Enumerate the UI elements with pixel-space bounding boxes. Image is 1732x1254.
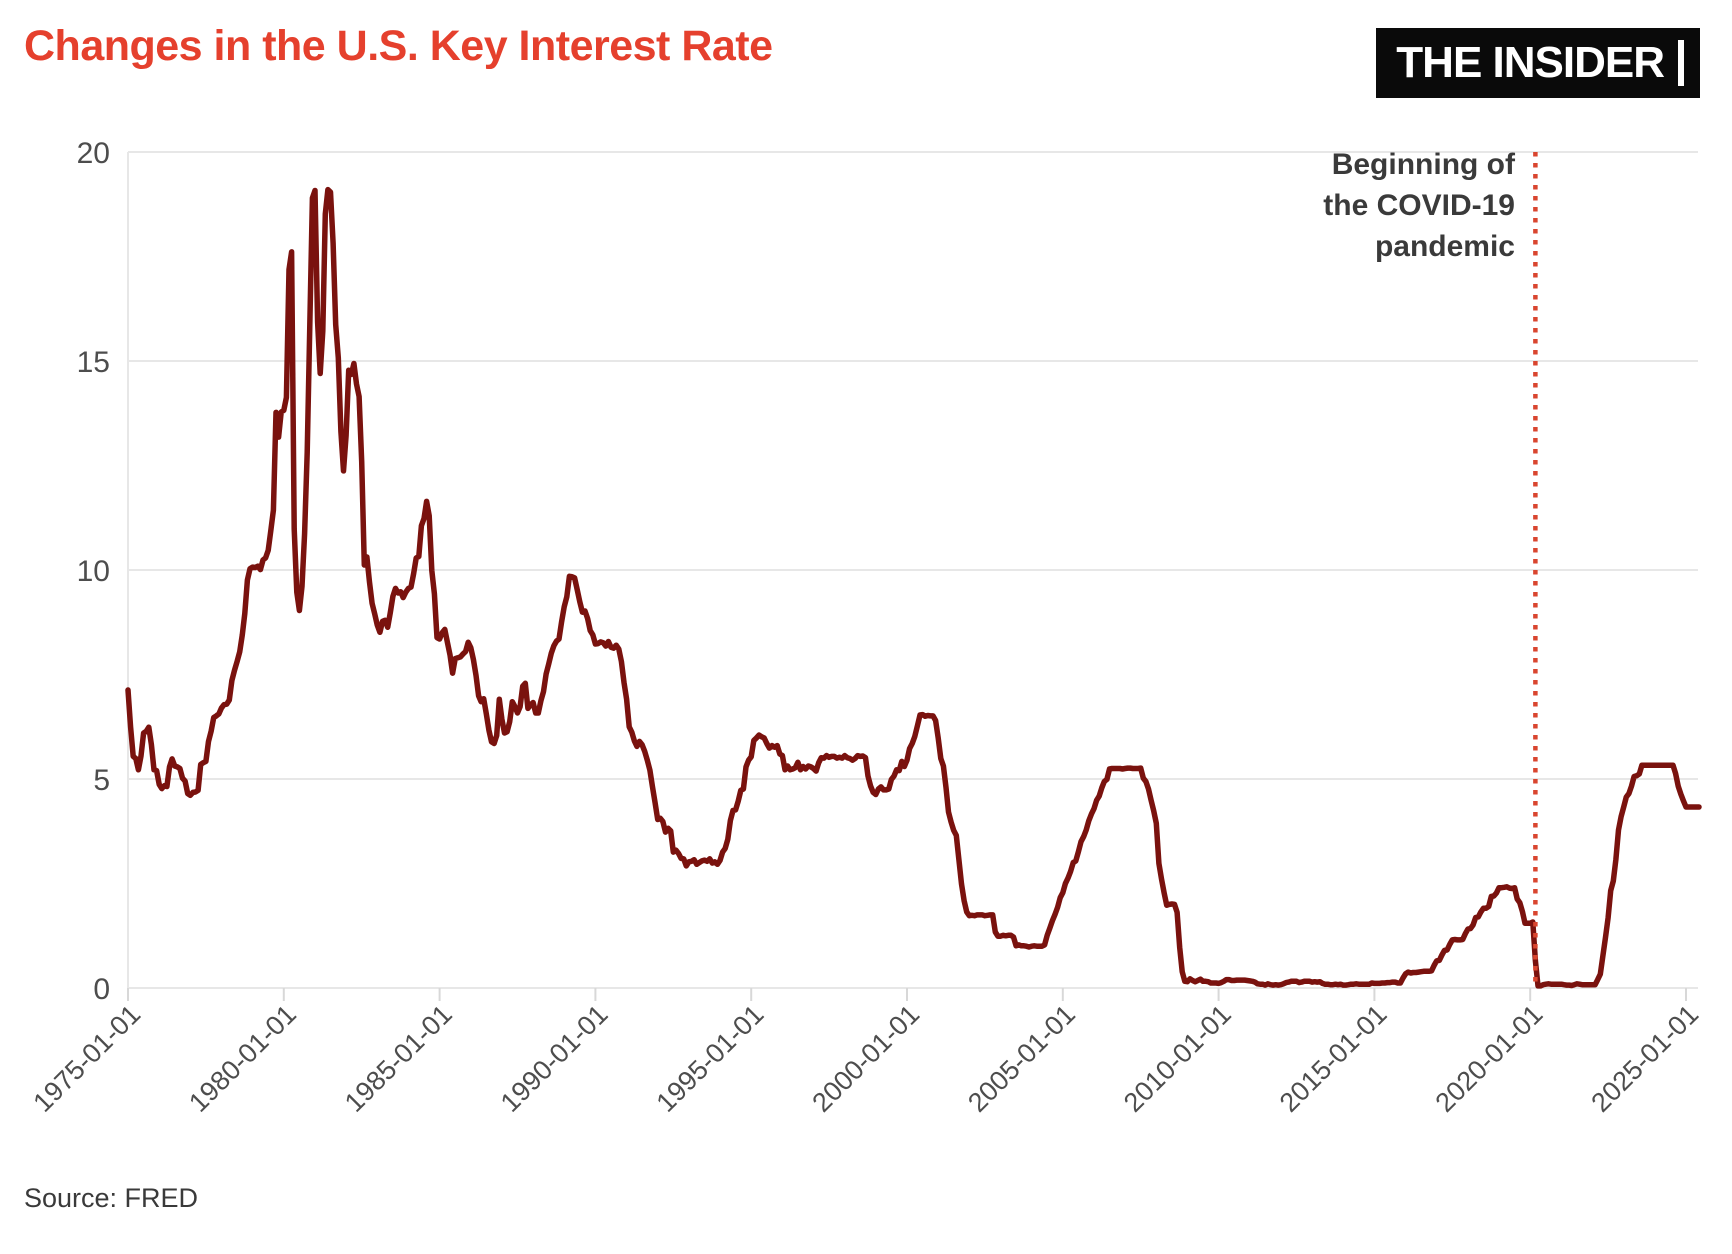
logo-cursor-bar (1678, 40, 1684, 86)
x-axis-tick-label: 2020-01-01 (1430, 999, 1549, 1118)
logo-wordmark: THE INSIDER (1396, 38, 1665, 87)
x-axis-tick-label: 1985-01-01 (339, 999, 458, 1118)
x-axis-tick-label: 1995-01-01 (651, 999, 770, 1118)
x-axis-tick-label: 2025-01-01 (1585, 999, 1704, 1118)
source-note: Source: FRED (24, 1183, 199, 1213)
x-axis-tick-label: 2005-01-01 (962, 999, 1081, 1118)
x-axis-tick-label: 2010-01-01 (1118, 999, 1237, 1118)
y-axis-tick-label: 20 (77, 137, 110, 170)
x-axis-tick-label: 1980-01-01 (183, 999, 302, 1118)
y-axis-tick-label: 0 (93, 973, 110, 1006)
x-axis-tick-label: 1990-01-01 (495, 999, 614, 1118)
chart-title: Changes in the U.S. Key Interest Rate (24, 22, 773, 70)
the-insider-logo: THE INSIDER (1376, 28, 1700, 98)
covid-annotation: Beginning of the COVID-19 pandemic (1323, 144, 1515, 267)
x-axis-tick-label: 2000-01-01 (806, 999, 925, 1118)
interest-rate-line (125, 186, 1702, 989)
covid-annotation-line: the COVID-19 (1323, 189, 1515, 222)
y-axis-tick-label: 15 (77, 346, 110, 379)
covid-annotation-line: pandemic (1374, 230, 1515, 263)
x-axis-tick-label: 2015-01-01 (1274, 999, 1393, 1118)
covid-annotation-line: Beginning of (1331, 148, 1515, 181)
y-axis-tick-label: 10 (77, 555, 110, 588)
x-axis-tick-label: 1975-01-01 (27, 999, 146, 1118)
y-axis-tick-label: 5 (93, 764, 110, 797)
